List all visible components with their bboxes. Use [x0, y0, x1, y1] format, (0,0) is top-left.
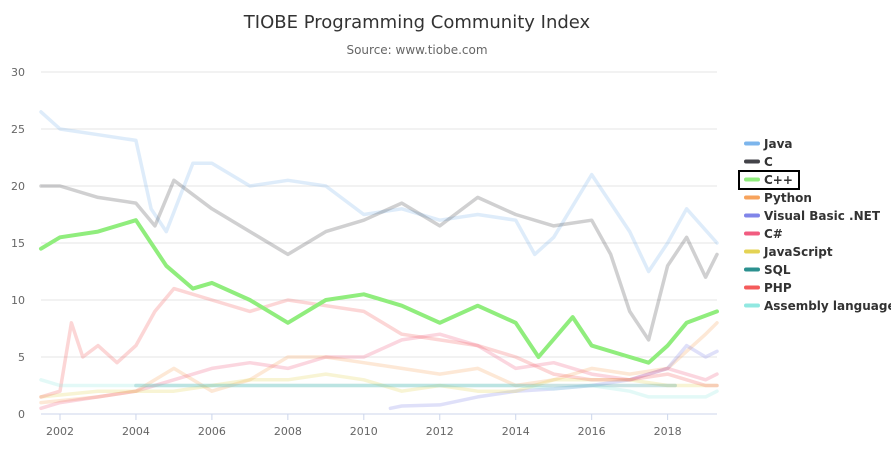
- series-line-php[interactable]: [39, 286, 719, 399]
- legend-item-java[interactable]: Java: [744, 137, 792, 151]
- x-tick-label: 2018: [654, 425, 682, 438]
- series-line-visual-basic-net[interactable]: [388, 343, 719, 411]
- legend-label: SQL: [764, 263, 791, 277]
- y-tick-label: 5: [18, 351, 25, 364]
- legend-swatch: [744, 177, 760, 182]
- series-line-c[interactable]: [39, 332, 719, 411]
- legend-item-c[interactable]: C#: [744, 227, 783, 241]
- legend-swatch: [744, 231, 760, 236]
- legend-item-c[interactable]: C++: [738, 170, 800, 190]
- legend-highlight-box: [738, 170, 800, 190]
- x-tick-label: 2014: [502, 425, 530, 438]
- y-axis: 0 5 10 15 20 25 30: [11, 66, 25, 421]
- legend-item-javascript[interactable]: JavaScript: [744, 245, 833, 259]
- legend-swatch: [744, 213, 760, 218]
- y-grid-lines: [41, 71, 717, 415]
- legend-swatch: [744, 267, 760, 272]
- series-line-c[interactable]: [39, 218, 719, 365]
- legend-swatch: [744, 159, 760, 164]
- legend-label: PHP: [764, 281, 792, 295]
- y-tick-label: 10: [11, 294, 25, 307]
- x-axis: 2002 2004 2006 2008 2010 2012 2014 2016 2018: [46, 414, 682, 438]
- legend-item-assembly-language[interactable]: Assembly language: [744, 299, 891, 313]
- x-tick-label: 2002: [46, 425, 74, 438]
- y-tick-label: 15: [11, 237, 25, 250]
- plot-area: [39, 110, 719, 411]
- legend-item-php[interactable]: PHP: [744, 281, 792, 295]
- y-tick-label: 30: [11, 66, 25, 79]
- legend-label: Python: [764, 191, 812, 205]
- legend-item-c[interactable]: C: [744, 155, 773, 169]
- x-tick-label: 2004: [122, 425, 150, 438]
- y-tick-label: 20: [11, 180, 25, 193]
- chart-title: TIOBE Programming Community Index: [243, 12, 591, 33]
- series-line-javascript[interactable]: [39, 372, 719, 399]
- series-line-assembly-language[interactable]: [39, 378, 719, 399]
- y-tick-label: 0: [18, 408, 25, 421]
- legend-swatch: [744, 249, 760, 254]
- series-line-java[interactable]: [39, 110, 719, 274]
- legend-label: C: [764, 155, 773, 169]
- series-line-c[interactable]: [39, 178, 719, 342]
- legend-label: Visual Basic .NET: [764, 209, 881, 223]
- legend-item-python[interactable]: Python: [744, 191, 812, 205]
- legend-swatch: [744, 285, 760, 290]
- legend-label: Assembly language: [764, 299, 891, 313]
- legend-label: JavaScript: [763, 245, 833, 259]
- legend-label: Java: [763, 137, 792, 151]
- legend: Java C C++ Python Visual Basic .NET C# JavaScr…: [738, 137, 891, 313]
- x-tick-label: 2006: [198, 425, 226, 438]
- legend-label: C++: [764, 173, 793, 187]
- x-tick-label: 2008: [274, 425, 302, 438]
- x-tick-label: 2012: [426, 425, 454, 438]
- x-tick-label: 2016: [578, 425, 606, 438]
- chart-subtitle: Source: www.tiobe.com: [346, 43, 487, 57]
- x-tick-label: 2010: [350, 425, 378, 438]
- legend-label: C#: [764, 227, 783, 241]
- legend-item-visual-basic-net[interactable]: Visual Basic .NET: [744, 209, 881, 223]
- series-line-python[interactable]: [39, 321, 719, 405]
- legend-swatch: [744, 195, 760, 200]
- y-tick-label: 25: [11, 123, 25, 136]
- legend-swatch: [744, 303, 760, 308]
- legend-item-sql[interactable]: SQL: [744, 263, 791, 277]
- legend-swatch: [744, 141, 760, 146]
